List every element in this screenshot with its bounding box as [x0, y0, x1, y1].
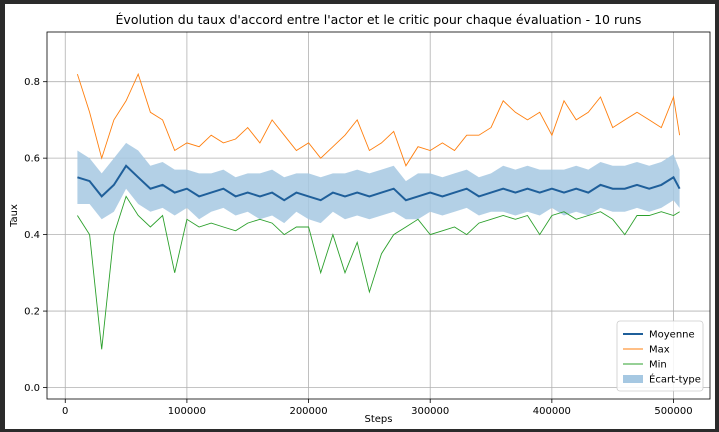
- chart: Évolution du taux d'accord entre l'actor…: [9, 12, 711, 425]
- y-tick-label: 0.0: [24, 383, 40, 394]
- axes-frame: [46, 31, 711, 400]
- legend-label: Max: [649, 345, 670, 356]
- chart-title: Évolution du taux d'accord entre l'actor…: [116, 12, 642, 27]
- max-series-line: [76, 72, 681, 167]
- y-tick-label: 0.2: [24, 307, 40, 318]
- y-tick-label: 0.8: [24, 77, 40, 88]
- x-tick-label: 100000: [168, 406, 206, 417]
- y-axis-label: Taux: [9, 204, 20, 228]
- legend-key-std: [623, 375, 643, 383]
- legend: Moyenne Max Min Écart-type: [616, 320, 704, 392]
- x-tick-label: 0: [62, 406, 68, 417]
- x-tick-label: 300000: [411, 406, 449, 417]
- legend-box: [616, 320, 704, 392]
- min-series-line: [77, 195, 680, 350]
- legend-label: Écart-type: [649, 373, 701, 386]
- legend-label: Moyenne: [649, 330, 695, 341]
- x-tick-label: 500000: [654, 406, 692, 417]
- x-axis-label: Steps: [365, 414, 393, 425]
- legend-label: Min: [649, 360, 667, 371]
- figure-panel: Évolution du taux d'accord entre l'actor…: [5, 4, 715, 429]
- ticks: 0 100000 200000 300000 400000 500000 0.0 0.2 0.4…: [24, 77, 693, 417]
- y-tick-label: 0.6: [24, 154, 40, 165]
- x-tick-label: 200000: [289, 406, 327, 417]
- std-band: [77, 142, 680, 224]
- x-tick-label: 400000: [533, 406, 571, 417]
- mean-series-line: [77, 164, 681, 202]
- y-tick-label: 0.4: [24, 230, 40, 241]
